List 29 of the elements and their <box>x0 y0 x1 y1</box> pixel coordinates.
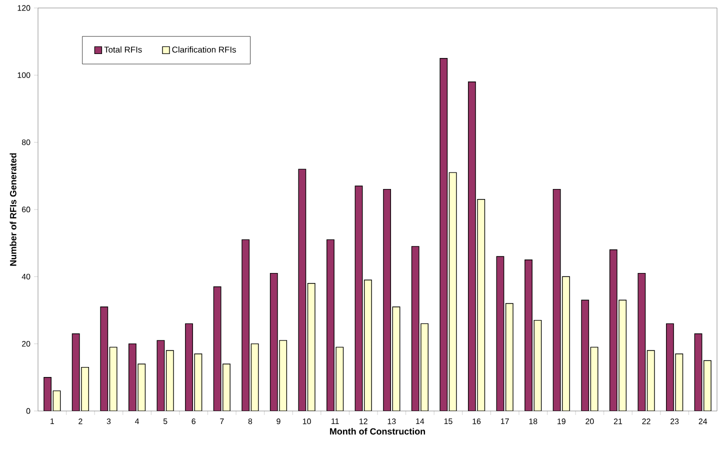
bar <box>411 246 420 411</box>
bar <box>496 256 504 411</box>
bar <box>298 168 306 411</box>
bar <box>534 320 542 411</box>
bar <box>552 188 561 411</box>
bar <box>448 172 457 411</box>
bar <box>270 272 278 411</box>
bar <box>364 280 372 411</box>
y-axis-title: Number of RFIs Generated <box>10 153 16 266</box>
bar <box>440 58 448 411</box>
bar <box>242 239 250 411</box>
bar <box>524 260 532 411</box>
bar <box>477 199 486 411</box>
bar <box>562 276 570 411</box>
bar <box>307 283 316 411</box>
bar <box>468 82 476 411</box>
legend-label: Total RFIs <box>104 46 142 53</box>
x-axis-title: Month of Construction <box>330 428 426 435</box>
bar <box>100 306 108 411</box>
bar <box>638 272 646 411</box>
bar <box>213 286 222 411</box>
bar <box>609 249 618 411</box>
bar <box>618 300 627 411</box>
bar <box>383 188 392 411</box>
legend-label: Clarification RFIs <box>172 46 236 53</box>
bar <box>581 300 590 411</box>
bar <box>354 186 363 411</box>
bar <box>326 239 334 411</box>
bar <box>392 306 400 411</box>
